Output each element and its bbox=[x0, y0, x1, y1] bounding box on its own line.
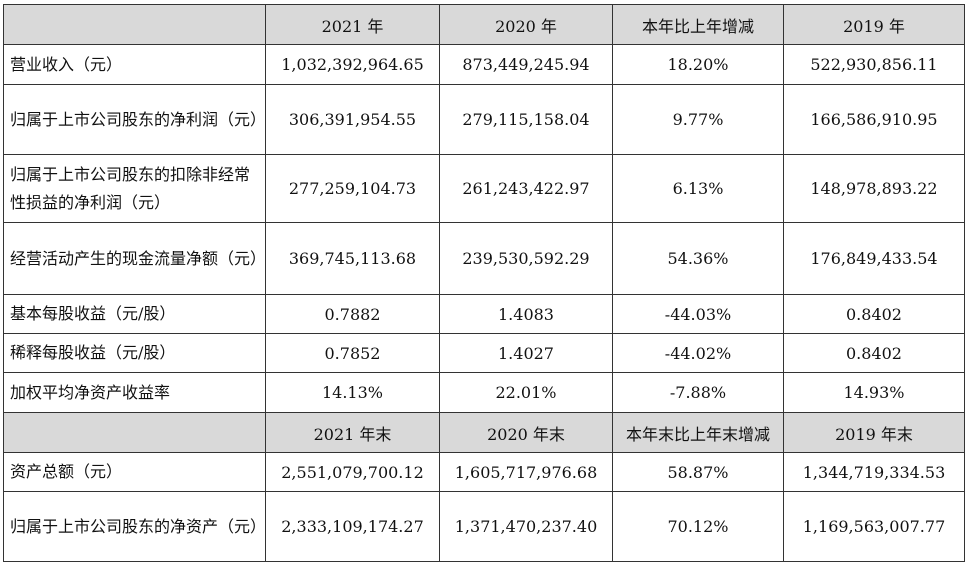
cell-value: 873,449,245.94 bbox=[439, 44, 613, 85]
cell-value: 2,333,109,174.27 bbox=[265, 491, 440, 562]
cell-value: -44.03% bbox=[612, 294, 784, 334]
header-cell: 2019 年 bbox=[783, 4, 965, 45]
row-label: 营业收入（元） bbox=[3, 44, 266, 85]
cell-value: 279,115,158.04 bbox=[439, 84, 613, 155]
table-row: 归属于上市公司股东的净资产（元） 2,333,109,174.27 1,371,… bbox=[3, 491, 965, 562]
cell-value: 54.36% bbox=[612, 222, 784, 295]
cell-value: 176,849,433.54 bbox=[783, 222, 965, 295]
cell-value: 9.77% bbox=[612, 84, 784, 155]
table-row: 归属于上市公司股东的扣除非经常性损益的净利润（元） 277,259,104.73… bbox=[3, 154, 965, 223]
cell-value: 22.01% bbox=[439, 372, 613, 413]
table-row: 基本每股收益（元/股） 0.7882 1.4083 -44.03% 0.8402 bbox=[3, 294, 965, 334]
header-cell: 2020 年 bbox=[439, 4, 613, 45]
header-cell: 2019 年末 bbox=[783, 412, 965, 453]
header-cell bbox=[3, 412, 266, 453]
cell-value: 18.20% bbox=[612, 44, 784, 85]
table-row: 稀释每股收益（元/股） 0.7852 1.4027 -44.02% 0.8402 bbox=[3, 333, 965, 373]
cell-value: 0.8402 bbox=[783, 294, 965, 334]
cell-value: 522,930,856.11 bbox=[783, 44, 965, 85]
header-cell: 本年末比上年末增减 bbox=[612, 412, 784, 453]
cell-value: 1,032,392,964.65 bbox=[265, 44, 440, 85]
cell-value: 261,243,422.97 bbox=[439, 154, 613, 223]
cell-value: 1,371,470,237.40 bbox=[439, 491, 613, 562]
row-label: 基本每股收益（元/股） bbox=[3, 294, 266, 334]
cell-value: 58.87% bbox=[612, 452, 784, 492]
row-label: 加权平均净资产收益率 bbox=[3, 372, 266, 413]
row-label: 经营活动产生的现金流量净额（元） bbox=[3, 222, 266, 295]
row-label: 稀释每股收益（元/股） bbox=[3, 333, 266, 373]
table-row: 资产总额（元） 2,551,079,700.12 1,605,717,976.6… bbox=[3, 452, 965, 492]
cell-value: 306,391,954.55 bbox=[265, 84, 440, 155]
row-label: 归属于上市公司股东的净资产（元） bbox=[3, 491, 266, 562]
cell-value: -44.02% bbox=[612, 333, 784, 373]
header-cell: 2020 年末 bbox=[439, 412, 613, 453]
cell-value: 1,344,719,334.53 bbox=[783, 452, 965, 492]
row-label: 归属于上市公司股东的净利润（元） bbox=[3, 84, 266, 155]
cell-value: 14.13% bbox=[265, 372, 440, 413]
table-row: 营业收入（元） 1,032,392,964.65 873,449,245.94 … bbox=[3, 44, 965, 85]
cell-value: 70.12% bbox=[612, 491, 784, 562]
header-cell bbox=[3, 4, 266, 45]
table-row: 加权平均净资产收益率 14.13% 22.01% -7.88% 14.93% bbox=[3, 372, 965, 413]
cell-value: 0.8402 bbox=[783, 333, 965, 373]
table-header-row: 2021 年末 2020 年末 本年末比上年末增减 2019 年末 bbox=[3, 412, 965, 453]
cell-value: -7.88% bbox=[612, 372, 784, 413]
row-label: 归属于上市公司股东的扣除非经常性损益的净利润（元） bbox=[3, 154, 266, 223]
cell-value: 1,605,717,976.68 bbox=[439, 452, 613, 492]
cell-value: 6.13% bbox=[612, 154, 784, 223]
cell-value: 14.93% bbox=[783, 372, 965, 413]
table-row: 归属于上市公司股东的净利润（元） 306,391,954.55 279,115,… bbox=[3, 84, 965, 155]
cell-value: 239,530,592.29 bbox=[439, 222, 613, 295]
table-header-row: 2021 年 2020 年 本年比上年增减 2019 年 bbox=[3, 4, 965, 45]
cell-value: 1.4027 bbox=[439, 333, 613, 373]
header-cell: 2021 年末 bbox=[265, 412, 440, 453]
cell-value: 2,551,079,700.12 bbox=[265, 452, 440, 492]
cell-value: 1,169,563,007.77 bbox=[783, 491, 965, 562]
cell-value: 1.4083 bbox=[439, 294, 613, 334]
cell-value: 369,745,113.68 bbox=[265, 222, 440, 295]
cell-value: 277,259,104.73 bbox=[265, 154, 440, 223]
cell-value: 148,978,893.22 bbox=[783, 154, 965, 223]
header-cell: 2021 年 bbox=[265, 4, 440, 45]
financial-summary-table: 2021 年 2020 年 本年比上年增减 2019 年 营业收入（元） 1,0… bbox=[3, 4, 965, 562]
row-label: 资产总额（元） bbox=[3, 452, 266, 492]
cell-value: 0.7882 bbox=[265, 294, 440, 334]
table-row: 经营活动产生的现金流量净额（元） 369,745,113.68 239,530,… bbox=[3, 222, 965, 295]
cell-value: 166,586,910.95 bbox=[783, 84, 965, 155]
cell-value: 0.7852 bbox=[265, 333, 440, 373]
header-cell: 本年比上年增减 bbox=[612, 4, 784, 45]
